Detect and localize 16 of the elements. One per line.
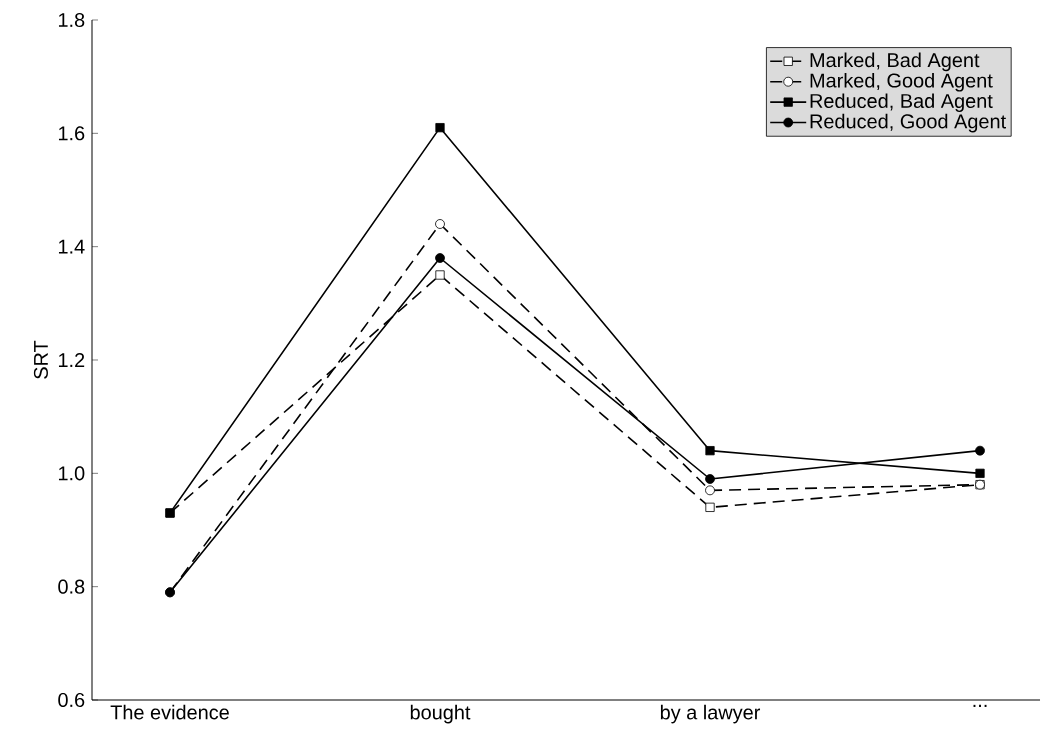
y-tick-label: 1.6 — [58, 126, 85, 141]
x-tick-label: by a lawyer — [660, 704, 761, 724]
y-tick-label: 0.6 — [58, 692, 85, 708]
y-tick-label: 0.8 — [58, 579, 85, 594]
x-tick-label: bought — [410, 704, 471, 724]
y-axis-title: SRT — [33, 340, 48, 379]
legend-label: Marked, Bad Agent — [810, 52, 980, 72]
x-tick-label: ... — [973, 704, 987, 707]
y-tick-label: 1.2 — [58, 353, 85, 367]
y-tick-label: 1.4 — [58, 239, 85, 254]
x-tick-label: The evidence — [110, 704, 229, 720]
legend-label: Reduced, Bad Agent — [810, 93, 993, 112]
legend-label: Marked, Good Agent — [810, 72, 993, 92]
y-tick-label: 1.8 — [58, 12, 85, 28]
y-tick-label: 1.0 — [58, 466, 85, 481]
legend-label: Reduced, Good Agent — [810, 113, 1006, 133]
